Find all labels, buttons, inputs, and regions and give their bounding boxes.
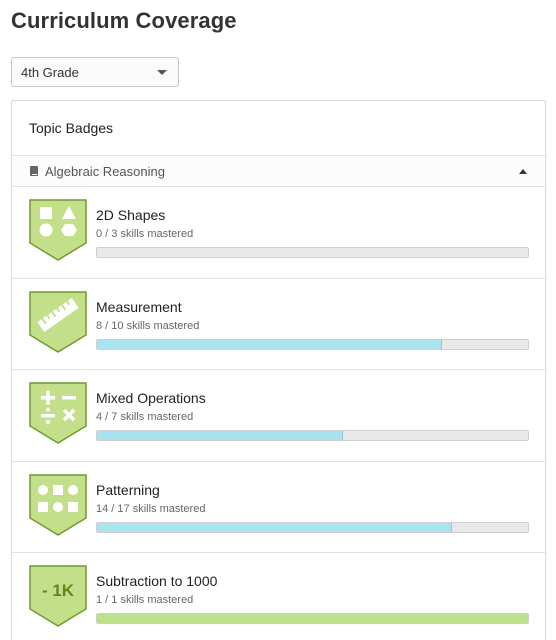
section-label: Algebraic Reasoning	[45, 163, 165, 179]
badge-title: Measurement	[96, 298, 182, 315]
minus-1k-icon: - 1K	[29, 565, 87, 627]
progress-bar	[96, 613, 529, 624]
badge-title: 2D Shapes	[96, 207, 166, 223]
progress-bar	[96, 247, 529, 258]
badge-title: Patterning	[96, 481, 160, 498]
badge-row[interactable]: Patterning 14 / 17 skills mastered	[12, 462, 545, 553]
section-algebraic-reasoning[interactable]: Algebraic Reasoning	[12, 156, 545, 187]
grade-select-value: 4th Grade	[21, 64, 79, 80]
badge-progress-text: 4 / 7 skills mastered	[96, 411, 194, 423]
badge-progress-text: 0 / 3 skills mastered	[96, 228, 194, 240]
chevron-up-icon[interactable]	[519, 169, 527, 174]
topic-badges-card: Topic Badges Algebraic Reasoning 2D Shap…	[11, 100, 546, 640]
chevron-down-icon	[157, 70, 167, 75]
badge-row[interactable]: - 1K Subtraction to 1000 1 / 1 skills ma…	[12, 553, 545, 640]
pattern-icon	[29, 473, 87, 536]
progress-bar	[96, 430, 529, 441]
badge-row[interactable]: Measurement 8 / 10 skills mastered	[12, 279, 545, 370]
progress-fill	[97, 614, 528, 623]
badge-progress-text: 1 / 1 skills mastered	[96, 594, 194, 606]
progress-fill	[97, 339, 442, 349]
badge-title: Mixed Operations	[96, 390, 206, 406]
badge-progress-text: 8 / 10 skills mastered	[96, 319, 200, 332]
shapes-icon	[29, 199, 87, 261]
badge-title: Subtraction to 1000	[96, 573, 218, 589]
progress-fill	[97, 431, 344, 440]
ruler-icon	[29, 290, 87, 353]
progress-fill	[97, 522, 452, 532]
book-icon	[30, 166, 38, 176]
badge-row[interactable]: Mixed Operations 4 / 7 skills mastered	[12, 370, 545, 462]
badge-row[interactable]: 2D Shapes 0 / 3 skills mastered	[12, 187, 545, 279]
progress-bar	[96, 338, 529, 350]
grade-select[interactable]: 4th Grade	[11, 57, 179, 87]
page-title: Curriculum Coverage	[11, 8, 237, 33]
card-header: Topic Badges	[12, 101, 545, 156]
progress-bar	[96, 521, 529, 533]
operations-icon	[29, 382, 87, 444]
badge-progress-text: 14 / 17 skills mastered	[96, 502, 206, 515]
badge-icon-text: - 1K	[42, 581, 75, 600]
